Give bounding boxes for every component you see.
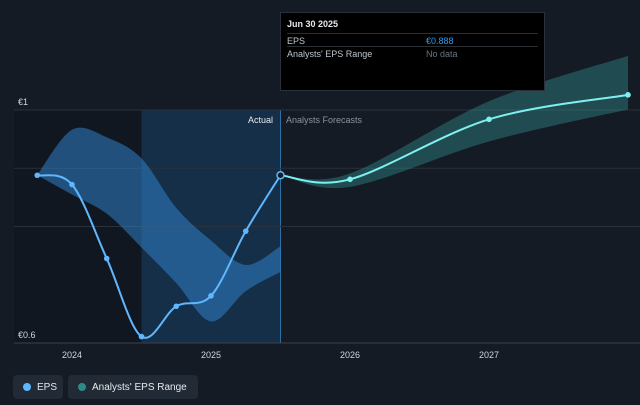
legend-item-range[interactable]: Analysts' EPS Range — [68, 375, 198, 399]
chart-gridlines — [14, 109, 640, 344]
tooltip-eps-value: €0.888 — [426, 36, 454, 46]
eps-dot-icon — [23, 383, 31, 391]
legend-range-label: Analysts' EPS Range — [92, 381, 187, 393]
tooltip-range-value: No data — [426, 49, 458, 59]
series-point-0-3 — [138, 333, 145, 340]
series-point-0-1 — [69, 181, 75, 188]
chart-series-points — [34, 92, 631, 340]
y-bottom-label: €0.6 — [18, 330, 36, 340]
series-point-0-4 — [173, 303, 180, 310]
tooltip-row-range: Analysts' EPS Range No data — [287, 46, 538, 60]
range-dot-icon — [78, 383, 86, 391]
tooltip: Jun 30 2025 EPS €0.888 Analysts' EPS Ran… — [280, 12, 545, 91]
x-tick-label-0: 2024 — [62, 350, 82, 360]
series-point-1-3 — [625, 92, 631, 98]
x-axis-ticks: 2024 2025 2026 2027 — [62, 350, 499, 360]
series-point-0-2 — [103, 255, 110, 262]
chart-text: €1 €0.6 Actual Analysts Forecasts — [18, 97, 363, 340]
series-point-1-2 — [486, 116, 492, 123]
chart-series-lines — [36, 93, 629, 339]
range-band-0 — [37, 127, 281, 322]
x-tick-label-2: 2026 — [340, 350, 360, 360]
series-point-1-1 — [347, 176, 353, 183]
y-top-label: €1 — [18, 97, 28, 107]
tooltip-row-eps: EPS €0.888 — [287, 33, 538, 47]
tooltip-date: Jun 30 2025 — [287, 19, 339, 29]
series-point-0-0 — [34, 172, 41, 179]
x-tick-label-3: 2027 — [479, 350, 499, 360]
series-line-0 — [36, 174, 282, 339]
legend-eps-label: EPS — [37, 381, 58, 393]
actual-label: Actual — [248, 115, 273, 125]
series-point-0-5 — [208, 293, 214, 299]
series-point-0-6 — [242, 228, 249, 234]
tooltip-range-label: Analysts' EPS Range — [287, 49, 373, 59]
legend-item-eps[interactable]: EPS — [13, 375, 63, 399]
tooltip-eps-label: EPS — [287, 36, 306, 46]
series-point-0-7 — [276, 170, 285, 180]
forecast-label: Analysts Forecasts — [286, 115, 363, 125]
series-line-1 — [280, 93, 629, 184]
x-tick-label-1: 2025 — [201, 350, 221, 360]
